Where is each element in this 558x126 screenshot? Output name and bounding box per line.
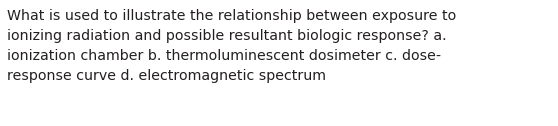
- Text: What is used to illustrate the relationship between exposure to
ionizing radiati: What is used to illustrate the relations…: [7, 9, 456, 83]
